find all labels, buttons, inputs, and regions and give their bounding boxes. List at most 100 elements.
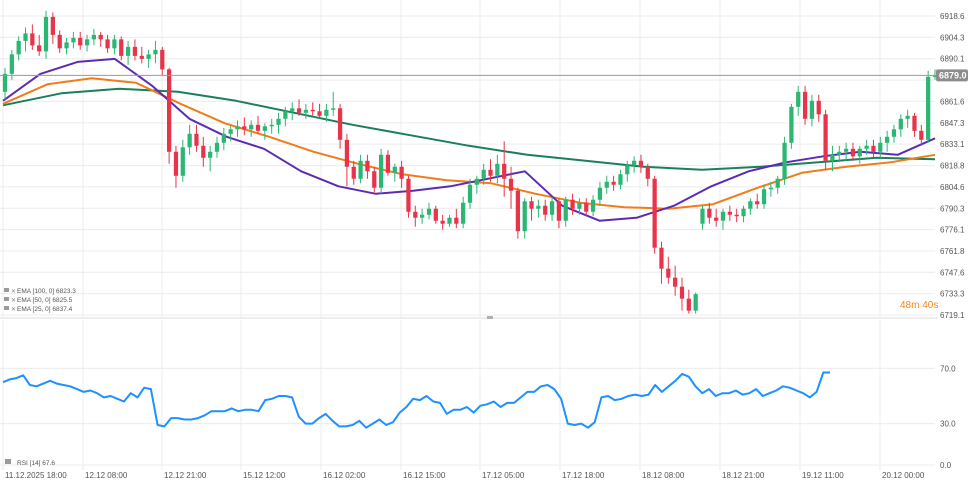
candle[interactable]: [180, 139, 185, 182]
candle[interactable]: [871, 139, 876, 158]
candle[interactable]: [666, 256, 671, 284]
candle[interactable]: [508, 166, 514, 209]
candle[interactable]: [303, 103, 309, 119]
price-axis[interactable]: 6918.6 6904.3 6890.1 6861.6 6847.3 6833.1 6818…: [940, 12, 965, 320]
candle[interactable]: [932, 69, 938, 80]
candle[interactable]: [885, 130, 890, 152]
candle[interactable]: [679, 277, 685, 311]
candle[interactable]: [857, 145, 862, 164]
candle[interactable]: [201, 136, 206, 167]
candle[interactable]: [125, 40, 131, 65]
candle[interactable]: [755, 193, 760, 209]
candle[interactable]: [310, 102, 315, 116]
candle[interactable]: [194, 124, 199, 152]
candle[interactable]: [365, 154, 370, 179]
candle[interactable]: [577, 198, 582, 215]
candle[interactable]: [30, 24, 35, 50]
candle[interactable]: [912, 112, 917, 137]
candle[interactable]: [604, 175, 609, 194]
candle[interactable]: [351, 160, 356, 185]
candle[interactable]: [112, 34, 117, 55]
candle[interactable]: [611, 175, 616, 191]
candle[interactable]: [474, 175, 479, 194]
candle[interactable]: [119, 36, 124, 61]
candle[interactable]: [146, 49, 151, 68]
candle[interactable]: [228, 124, 233, 142]
candle[interactable]: [71, 31, 76, 49]
candle[interactable]: [919, 124, 924, 146]
candle[interactable]: [23, 27, 28, 52]
rsi-axis[interactable]: 70.0 30.0 0.0: [940, 364, 956, 470]
candle[interactable]: [249, 120, 254, 137]
candle[interactable]: [522, 198, 527, 239]
candle[interactable]: [495, 154, 500, 184]
legend-settings-icon[interactable]: [4, 306, 9, 310]
candle[interactable]: [830, 145, 835, 172]
legend-close-icon[interactable]: ✕: [11, 289, 16, 295]
candle[interactable]: [433, 205, 438, 224]
candle[interactable]: [413, 205, 418, 227]
legend-settings-icon[interactable]: [4, 288, 9, 292]
candle[interactable]: [816, 94, 821, 122]
rsi-series-line[interactable]: [2, 371, 830, 429]
legend-close-icon[interactable]: ✕: [11, 298, 16, 304]
candle[interactable]: [673, 265, 678, 296]
candle[interactable]: [502, 141, 507, 197]
candle[interactable]: [768, 181, 774, 197]
candle[interactable]: [187, 124, 192, 155]
candle[interactable]: [420, 208, 425, 224]
candle[interactable]: [659, 241, 664, 284]
candle[interactable]: [761, 184, 767, 209]
legend-settings-icon[interactable]: [4, 297, 9, 301]
candle[interactable]: [720, 208, 726, 230]
candle[interactable]: [242, 117, 247, 136]
candle[interactable]: [645, 163, 650, 187]
candle[interactable]: [84, 34, 90, 52]
candle[interactable]: [392, 163, 397, 182]
candle[interactable]: [2, 67, 8, 100]
candle[interactable]: [631, 156, 637, 173]
candle[interactable]: [796, 85, 801, 116]
candle[interactable]: [255, 115, 261, 134]
candle[interactable]: [584, 198, 589, 217]
candle[interactable]: [296, 99, 302, 116]
candle[interactable]: [823, 109, 828, 170]
candle[interactable]: [563, 196, 568, 227]
candle[interactable]: [597, 181, 603, 206]
candle[interactable]: [556, 198, 562, 229]
candle[interactable]: [707, 202, 712, 224]
candle[interactable]: [481, 163, 486, 185]
candle[interactable]: [262, 123, 267, 140]
candle[interactable]: [789, 103, 794, 149]
candle[interactable]: [269, 118, 274, 134]
candle[interactable]: [166, 67, 172, 164]
candle[interactable]: [221, 127, 226, 151]
candle[interactable]: [372, 166, 377, 194]
candle[interactable]: [693, 292, 698, 314]
candle[interactable]: [378, 148, 384, 194]
candle[interactable]: [529, 196, 534, 221]
candle[interactable]: [16, 36, 21, 61]
candle[interactable]: [208, 145, 213, 172]
candle[interactable]: [864, 139, 869, 155]
candle[interactable]: [926, 70, 931, 143]
panel-resize-handle[interactable]: [487, 316, 493, 319]
candle[interactable]: [638, 154, 644, 173]
candle[interactable]: [461, 196, 466, 229]
candle[interactable]: [782, 136, 787, 185]
candle[interactable]: [905, 109, 910, 128]
candle[interactable]: [283, 106, 288, 127]
candle[interactable]: [64, 37, 69, 55]
candle[interactable]: [536, 199, 541, 218]
candle[interactable]: [686, 289, 691, 314]
candle[interactable]: [775, 175, 780, 194]
candle[interactable]: [214, 136, 220, 158]
candle[interactable]: [488, 159, 493, 182]
candle[interactable]: [734, 208, 739, 223]
ema-line[interactable]: [2, 57, 936, 222]
candle[interactable]: [290, 102, 295, 121]
candle[interactable]: [549, 196, 555, 221]
candle[interactable]: [447, 214, 452, 227]
candle[interactable]: [98, 31, 103, 47]
candle[interactable]: [358, 154, 363, 184]
